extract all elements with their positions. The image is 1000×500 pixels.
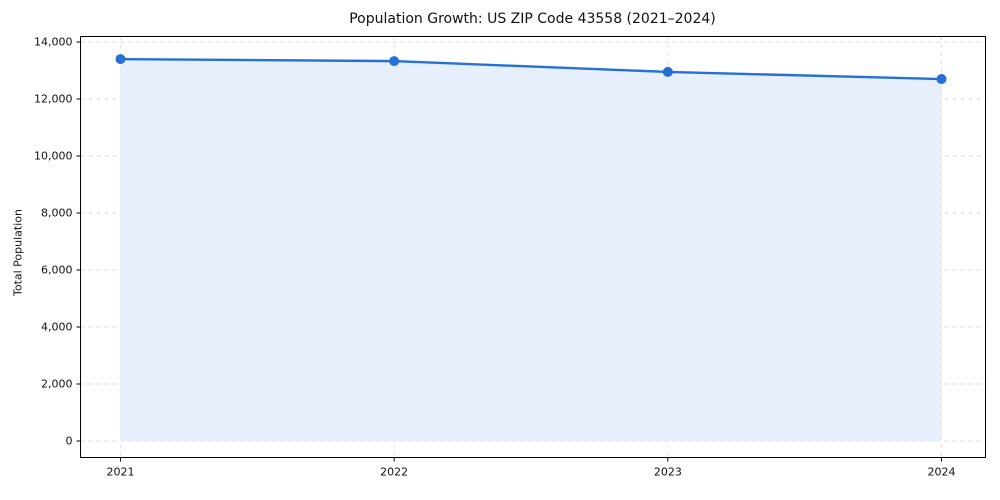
data-point-marker-2022 (389, 56, 400, 67)
y-tick-label: 2,000 (41, 378, 73, 391)
trend-line (119, 57, 943, 81)
data-point-marker-2024 (936, 74, 947, 85)
axis-spines (80, 36, 986, 458)
y-tick-label: 12,000 (34, 93, 73, 106)
y-tick-label: 0 (66, 435, 73, 448)
area-fill (120, 59, 942, 441)
data-point-marker-2021 (115, 54, 126, 65)
x-tick-label: 2023 (654, 466, 682, 479)
y-tick-label: 8,000 (41, 207, 73, 220)
x-tick-label: 2022 (380, 466, 408, 479)
y-tick-label: 10,000 (34, 150, 73, 163)
chart-title: Population Growth: US ZIP Code 43558 (20… (349, 11, 716, 27)
y-tick-label: 4,000 (41, 321, 73, 334)
y-tick-label: 14,000 (34, 36, 73, 49)
y-tick-label: 6,000 (41, 264, 73, 277)
x-tick-label: 2021 (107, 466, 135, 479)
x-tick-label: 2024 (928, 466, 956, 479)
data-point-marker-2023 (662, 66, 673, 77)
